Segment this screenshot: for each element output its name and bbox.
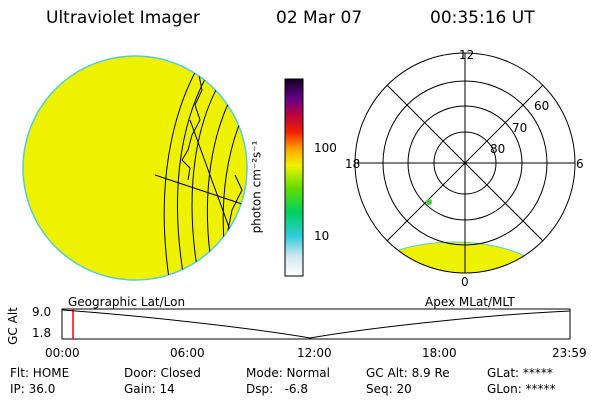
dsp-value: Dsp: -6.8: [246, 382, 309, 396]
alt-ytick-1-8: 1.8: [32, 326, 52, 340]
sequence-value: Seq: 20: [366, 382, 412, 396]
latitude-line: [163, 56, 206, 280]
apex-label: Apex MLat/MLT: [425, 295, 515, 309]
colorbar: [284, 78, 304, 277]
date-label: 02 Mar 07: [276, 8, 363, 28]
mlt-line-diag: [386, 84, 544, 242]
geo-longitude: GLon: *****: [487, 382, 556, 396]
altitude-plot: [61, 308, 571, 340]
mlt-label-12: 12: [459, 48, 475, 62]
altitude-curve: [61, 309, 571, 339]
geographic-label: Geographic Lat/Lon: [68, 295, 186, 309]
alt-xtick-0000: 00:00: [45, 346, 80, 360]
geo-latitude: GLat: *****: [487, 366, 553, 380]
polar-plot: [354, 52, 576, 274]
colorbar-label: photon cm⁻²s⁻¹: [249, 140, 264, 234]
position-marker: [426, 199, 432, 205]
flight-status: Flt: HOME: [10, 366, 70, 380]
alt-ytick-9: 9.0: [32, 305, 52, 319]
mlat-label-60: 60: [534, 99, 550, 113]
alt-ylabel: GC Alt: [5, 307, 20, 345]
gain-value: Gain: 14: [124, 382, 175, 396]
mlat-label-80: 80: [490, 142, 506, 156]
instrument-title: Ultraviolet Imager: [46, 8, 200, 28]
colorbar-tick-10: 10: [314, 229, 330, 243]
mlt-label-0: 0: [461, 275, 469, 289]
alt-xtick-0600: 06:00: [170, 346, 205, 360]
mode-status: Mode: Normal: [246, 366, 330, 380]
time-label: 00:35:16 UT: [430, 8, 535, 28]
coastline: [181, 69, 203, 181]
alt-xtick-2359: 23:59: [552, 346, 587, 360]
uv-image-disk: [22, 55, 248, 281]
geographic-image: [22, 55, 248, 281]
mlt-label-18: 18: [345, 157, 361, 171]
alt-xtick-1200: 12:00: [297, 346, 332, 360]
gc-altitude: GC Alt: 8.9 Re: [366, 366, 450, 380]
colorbar-tick-100: 100: [314, 141, 337, 155]
ip-value: IP: 36.0: [10, 382, 56, 396]
alt-xtick-1800: 18:00: [422, 346, 457, 360]
mlt-label-6: 6: [576, 157, 584, 171]
mlat-label-70: 70: [512, 121, 528, 135]
door-status: Door: Closed: [124, 366, 201, 380]
